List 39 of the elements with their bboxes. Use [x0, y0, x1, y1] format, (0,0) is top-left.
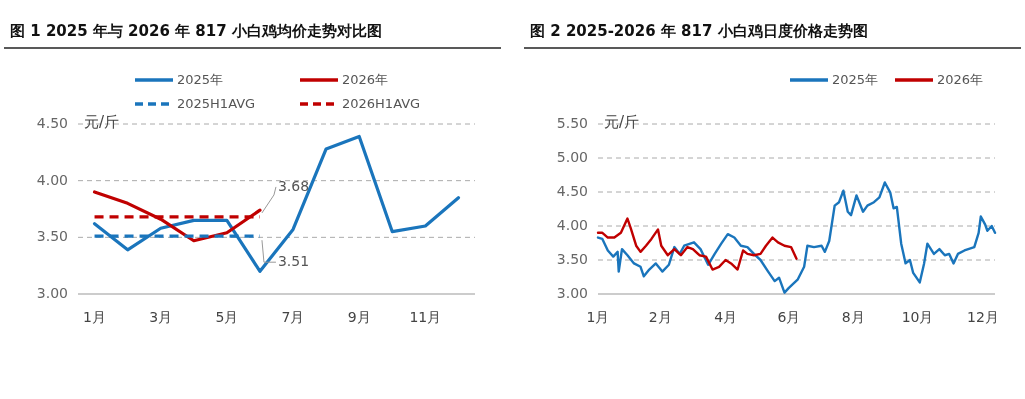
x-tick-label: 8月 — [841, 309, 865, 325]
x-tick-label: 4月 — [714, 309, 738, 325]
data-label: 3.51 — [277, 253, 310, 270]
x-tick-label: 6月 — [777, 309, 801, 325]
y-tick-label: 4.50 — [36, 115, 68, 131]
line-series — [92, 190, 262, 243]
y-tick-label: 3.50 — [556, 251, 588, 267]
legend-label: 2025年 — [177, 71, 224, 87]
x-tick-label: 1月 — [586, 309, 610, 325]
x-tick-label: 9月 — [347, 309, 371, 325]
legend-label: 2026年 — [342, 71, 389, 87]
line-series — [596, 217, 798, 271]
y-tick-label: 3.00 — [36, 285, 68, 301]
x-tick-label: 3月 — [149, 309, 173, 325]
x-tick-label: 5月 — [215, 309, 239, 325]
chart-title: 图 2 2025-2026 年 817 小白鸡日度价格走势图 — [530, 21, 868, 40]
legend-label: 2025年 — [832, 71, 879, 87]
y-tick-label: 5.50 — [556, 115, 588, 131]
x-tick-label: 10月 — [901, 309, 934, 325]
data-label: 3.68 — [277, 177, 310, 194]
y-tick-label: 4.50 — [556, 183, 588, 199]
x-tick-label: 7月 — [281, 309, 305, 325]
y-tick-label: 3.00 — [556, 285, 588, 301]
y-tick-label: 5.00 — [556, 149, 588, 165]
legend-label: 2026H1AVG — [342, 95, 421, 111]
x-tick-label: 1月 — [83, 309, 106, 325]
x-tick-label: 12月 — [967, 309, 999, 325]
x-tick-label: 11月 — [409, 309, 442, 325]
chart-title: 图 1 2025 年与 2026 年 817 小白鸡均价走势对比图 — [10, 21, 382, 40]
y-axis-title: 元/斤 — [84, 112, 120, 131]
line-series — [92, 134, 461, 273]
y-axis-title: 元/斤 — [604, 112, 640, 131]
legend-label: 2025H1AVG — [177, 95, 256, 111]
y-tick-label: 3.50 — [36, 228, 68, 245]
x-tick-label: 2月 — [648, 309, 672, 325]
legend-label: 2026年 — [937, 71, 984, 87]
y-tick-label: 4.00 — [36, 171, 68, 188]
y-tick-label: 4.00 — [556, 217, 588, 233]
line-series — [596, 181, 997, 294]
